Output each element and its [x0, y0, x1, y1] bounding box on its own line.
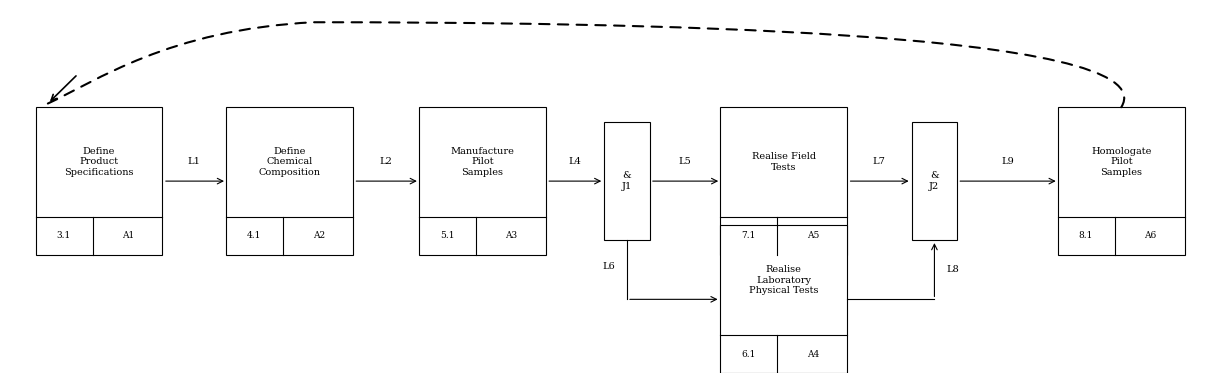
Bar: [1058, 107, 1184, 255]
Text: A5: A5: [807, 231, 819, 240]
Text: A4: A4: [807, 349, 819, 359]
Text: Manufacture
Pilot
Samples: Manufacture Pilot Samples: [450, 147, 514, 177]
Text: Define
Chemical
Composition: Define Chemical Composition: [258, 147, 321, 177]
Text: A3: A3: [506, 231, 518, 240]
Text: &
J1: & J1: [622, 172, 632, 191]
Bar: [721, 107, 847, 255]
Text: A2: A2: [312, 231, 325, 240]
Text: L2: L2: [380, 157, 392, 166]
Text: 7.1: 7.1: [742, 231, 755, 240]
Text: Realise Field
Tests: Realise Field Tests: [752, 152, 815, 172]
Text: L8: L8: [947, 265, 959, 274]
Text: 3.1: 3.1: [57, 231, 71, 240]
Text: &
J2: & J2: [930, 172, 940, 191]
Text: Homologate
Pilot
Samples: Homologate Pilot Samples: [1091, 147, 1151, 177]
Text: L1: L1: [188, 157, 200, 166]
Text: A6: A6: [1144, 231, 1156, 240]
Text: L5: L5: [679, 157, 691, 166]
Text: L7: L7: [872, 157, 886, 166]
Text: Define
Product
Specifications: Define Product Specifications: [64, 147, 134, 177]
Text: 5.1: 5.1: [439, 231, 454, 240]
Bar: [36, 107, 162, 255]
Text: Realise
Laboratory
Physical Tests: Realise Laboratory Physical Tests: [749, 265, 818, 295]
Bar: [911, 122, 957, 240]
Text: 8.1: 8.1: [1079, 231, 1093, 240]
Bar: [721, 225, 847, 373]
Text: 4.1: 4.1: [247, 231, 261, 240]
Text: 6.1: 6.1: [742, 349, 755, 359]
Bar: [419, 107, 546, 255]
Text: L4: L4: [568, 157, 582, 166]
Text: L9: L9: [1001, 157, 1015, 166]
Text: A1: A1: [122, 231, 134, 240]
Bar: [604, 122, 649, 240]
Text: L6: L6: [603, 262, 615, 271]
Bar: [226, 107, 353, 255]
